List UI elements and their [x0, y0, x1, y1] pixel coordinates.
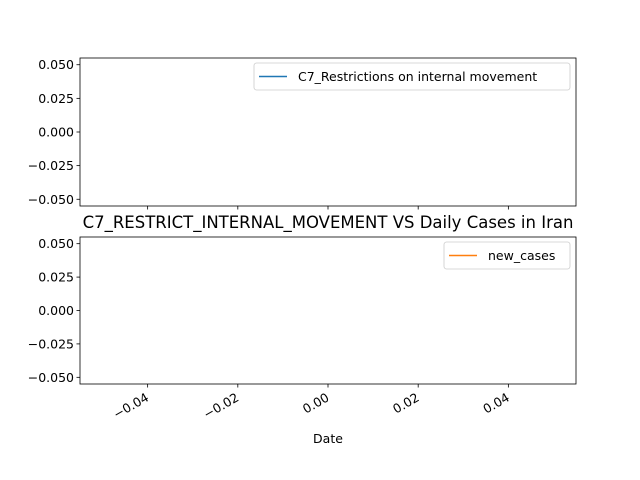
- y-tick-label: −0.050: [28, 192, 74, 207]
- legend-label: new_cases: [488, 248, 555, 263]
- legend-box-2: [443, 241, 571, 270]
- y-tick-label: −0.025: [28, 336, 74, 351]
- legend-label: C7_Restrictions on internal movement: [298, 69, 537, 84]
- x-tick-label: −0.02: [201, 390, 242, 422]
- y-tick-label: 0.025: [38, 270, 74, 285]
- x-tick-label: 0.04: [480, 390, 512, 417]
- legend-box-1: [253, 62, 571, 91]
- y-tick-label: 0.050: [38, 236, 74, 251]
- x-tick-label: 0.00: [300, 390, 332, 417]
- y-tick-label: −0.025: [28, 158, 74, 173]
- y-tick-label: −0.050: [28, 370, 74, 385]
- y-tick-label: 0.000: [38, 125, 74, 140]
- chart-title: C7_RESTRICT_INTERNAL_MOVEMENT VS Daily C…: [83, 213, 574, 233]
- x-tick-label: 0.02: [390, 390, 422, 417]
- x-tick-label: −0.04: [110, 390, 151, 422]
- y-tick-label: 0.000: [38, 303, 74, 318]
- y-tick-label: 0.025: [38, 91, 74, 106]
- y-tick-label: 0.050: [38, 57, 74, 72]
- x-axis-title: Date: [313, 431, 343, 446]
